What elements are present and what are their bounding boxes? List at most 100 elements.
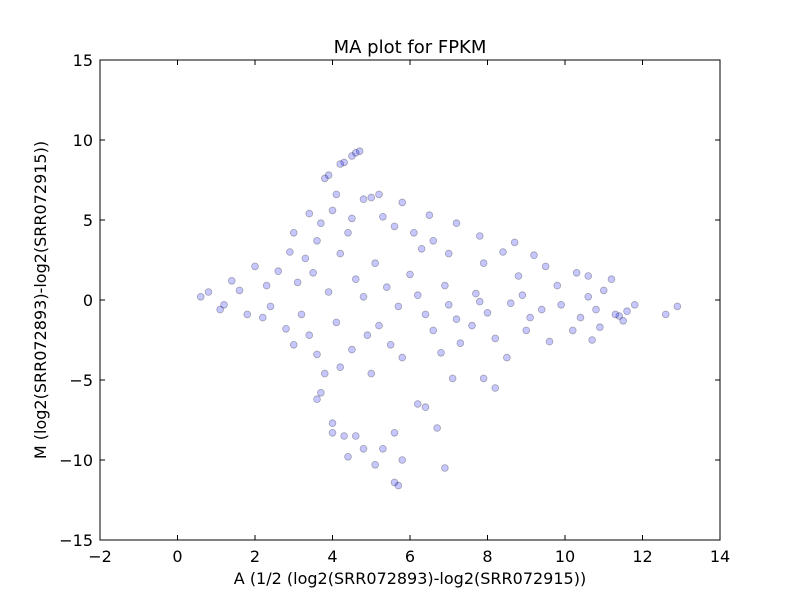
x-tick-label: 10 [555,547,575,566]
scatter-point [309,268,317,277]
scatter-point [623,307,631,316]
scatter-point [204,288,213,296]
scatter-point [506,299,515,308]
scatter-point [441,464,449,472]
scatter-point [332,190,341,199]
scatter-point [448,374,457,383]
scatter-point [317,219,325,228]
scatter-point [433,424,441,432]
scatter-point [344,229,352,237]
scatter-point [413,291,422,300]
axis-ticks: −2 0 2 4 6 8 10 12 14 −15 −10 −5 0 5 10 15 [59,51,730,566]
scatter-point [266,302,275,311]
x-tick-label: −2 [88,547,112,566]
x-tick-label: 4 [327,547,337,566]
scatter-point [398,353,407,362]
scatter-point [332,318,341,327]
x-tick-label: 6 [405,547,415,566]
scatter-point [390,478,399,487]
scatter-point [390,428,399,437]
scatter-point [305,209,314,218]
y-tick-label: 15 [73,51,93,70]
scatter-point [425,211,434,220]
scatter-point [216,305,224,314]
scatter-point [576,313,585,322]
scatter-point [348,152,356,160]
y-tick-label: −10 [59,451,93,470]
scatter-point [359,292,368,301]
scatter-point [584,292,593,301]
scatter-point [468,321,476,330]
y-tick-label: −5 [69,371,93,390]
scatter-point [251,262,259,271]
scatter-points [196,147,682,490]
scatter-point [410,229,418,237]
scatter-point [599,286,608,295]
scatter-point [568,326,577,335]
scatter-point [348,214,356,223]
scatter-point [289,340,298,349]
scatter-point [545,337,554,346]
scatter-point [344,452,352,461]
scatter-point [274,267,283,276]
scatter-point [289,229,298,237]
scatter-point [596,323,604,332]
scatter-point [452,315,461,324]
x-tick-label: 8 [482,547,492,566]
scatter-point [371,460,379,469]
scatter-point [661,310,670,319]
scatter-point [398,198,407,207]
scatter-point [429,237,438,245]
scatter-point [328,419,337,428]
scatter-point [537,305,546,314]
y-axis-label: M (log2(SRR072893)-log2(SRR072915)) [31,141,50,459]
scatter-point [491,334,500,343]
scatter-point [382,283,391,292]
x-axis-label: A (1/2 (log2(SRR072893)-log2(SRR072915)) [234,569,586,588]
scatter-point [282,324,290,333]
scatter-point [472,289,480,298]
scatter-point [336,160,345,168]
y-tick-label: 0 [83,291,93,310]
scatter-point [421,403,430,412]
scatter-point [351,275,360,284]
scatter-point [379,213,387,221]
scatter-point [286,248,294,256]
scatter-point [611,310,620,319]
scatter-point [541,262,550,271]
scatter-point [437,348,445,357]
scatter-point [456,339,465,348]
scatter-point [313,350,321,359]
scatter-point [301,254,310,263]
scatter-point [359,195,368,204]
scatter-point [351,432,360,440]
scatter-point [479,374,488,383]
scatter-point [328,428,337,437]
scatter-point [363,331,372,340]
scatter-point [588,336,596,344]
scatter-point [359,444,368,453]
scatter-point [336,249,345,258]
scatter-point [375,190,383,199]
y-tick-label: −15 [59,531,93,550]
scatter-point [475,297,484,306]
x-tick-label: 12 [632,547,652,566]
scatter-point [429,326,438,335]
scatter-point [398,456,407,464]
y-tick-label: 10 [73,131,93,150]
scatter-point [557,300,565,309]
scatter-point [444,300,453,309]
scatter-point [413,400,422,408]
scatter-point [348,345,356,354]
scatter-point [619,316,627,325]
scatter-point [375,321,383,330]
scatter-point [530,251,538,260]
scatter-point [324,171,333,180]
scatter-point [351,149,360,157]
scatter-point [320,369,329,378]
scatter-point [522,326,531,335]
scatter-point [293,278,302,287]
scatter-point [227,276,236,285]
scatter-point [441,281,449,290]
scatter-point [483,308,492,317]
